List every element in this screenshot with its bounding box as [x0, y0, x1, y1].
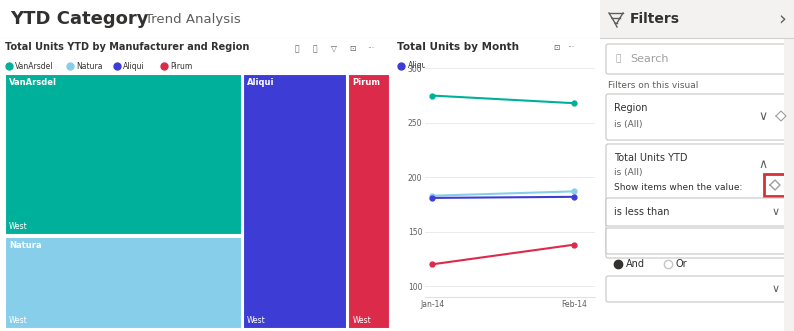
Text: Region: Region: [614, 103, 647, 113]
Text: ···: ···: [567, 43, 574, 52]
Text: YTD Category: YTD Category: [10, 10, 148, 28]
Text: VanArsdel: VanArsdel: [9, 78, 57, 87]
Text: West: West: [9, 316, 28, 325]
Bar: [243, 74, 347, 329]
Text: ›: ›: [778, 10, 786, 28]
Text: West: West: [353, 316, 371, 325]
Text: Total Units by Month: Total Units by Month: [397, 42, 519, 52]
Text: And: And: [626, 259, 645, 269]
Text: Piru: Piru: [506, 62, 521, 71]
Text: ▽: ▽: [331, 44, 337, 53]
Bar: [5, 237, 242, 329]
Text: VanArsdel: VanArsdel: [15, 62, 53, 71]
Bar: [349, 74, 390, 329]
Text: Pirum: Pirum: [170, 62, 192, 71]
Text: ∨: ∨: [772, 284, 780, 294]
Bar: [784, 0, 794, 331]
Bar: [764, 174, 786, 196]
Bar: [600, 0, 794, 38]
FancyBboxPatch shape: [606, 44, 788, 74]
Text: Natura: Natura: [76, 62, 102, 71]
FancyBboxPatch shape: [606, 94, 788, 140]
FancyBboxPatch shape: [606, 228, 788, 254]
FancyBboxPatch shape: [606, 276, 788, 302]
Text: Aliqui: Aliqui: [408, 62, 430, 71]
Text: 🔍: 🔍: [616, 55, 622, 64]
FancyBboxPatch shape: [606, 198, 788, 226]
Text: ⊡: ⊡: [349, 44, 356, 53]
Text: ∨: ∨: [758, 110, 767, 122]
Text: Pirum: Pirum: [353, 78, 380, 87]
Text: ···: ···: [367, 44, 374, 53]
Text: ∨: ∨: [772, 207, 780, 217]
Text: ∧: ∧: [758, 158, 767, 170]
Text: West: West: [9, 222, 28, 231]
Text: Show items when the value:: Show items when the value:: [614, 183, 742, 193]
Text: Filters: Filters: [630, 12, 680, 26]
Text: Or: Or: [676, 259, 688, 269]
Text: Aliqui: Aliqui: [123, 62, 145, 71]
FancyBboxPatch shape: [606, 144, 788, 258]
Text: West: West: [247, 316, 266, 325]
Text: is less than: is less than: [614, 207, 669, 217]
Text: Natura: Natura: [457, 62, 484, 71]
Text: Total Units YTD by Manufacturer and Region: Total Units YTD by Manufacturer and Regi…: [5, 42, 249, 52]
Text: Search: Search: [630, 54, 669, 64]
Text: is (All): is (All): [614, 119, 642, 128]
Text: Total Units YTD: Total Units YTD: [614, 153, 688, 163]
Text: is (All): is (All): [614, 167, 642, 176]
Text: Filters on this visual: Filters on this visual: [608, 81, 699, 90]
Text: Trend Analysis: Trend Analysis: [145, 13, 241, 25]
Text: Natura: Natura: [9, 241, 41, 250]
Text: ⧉: ⧉: [313, 44, 318, 53]
Bar: [5, 74, 242, 235]
Text: 🖈: 🖈: [295, 44, 299, 53]
Text: ⊡: ⊡: [553, 43, 560, 52]
Text: Aliqui: Aliqui: [247, 78, 275, 87]
